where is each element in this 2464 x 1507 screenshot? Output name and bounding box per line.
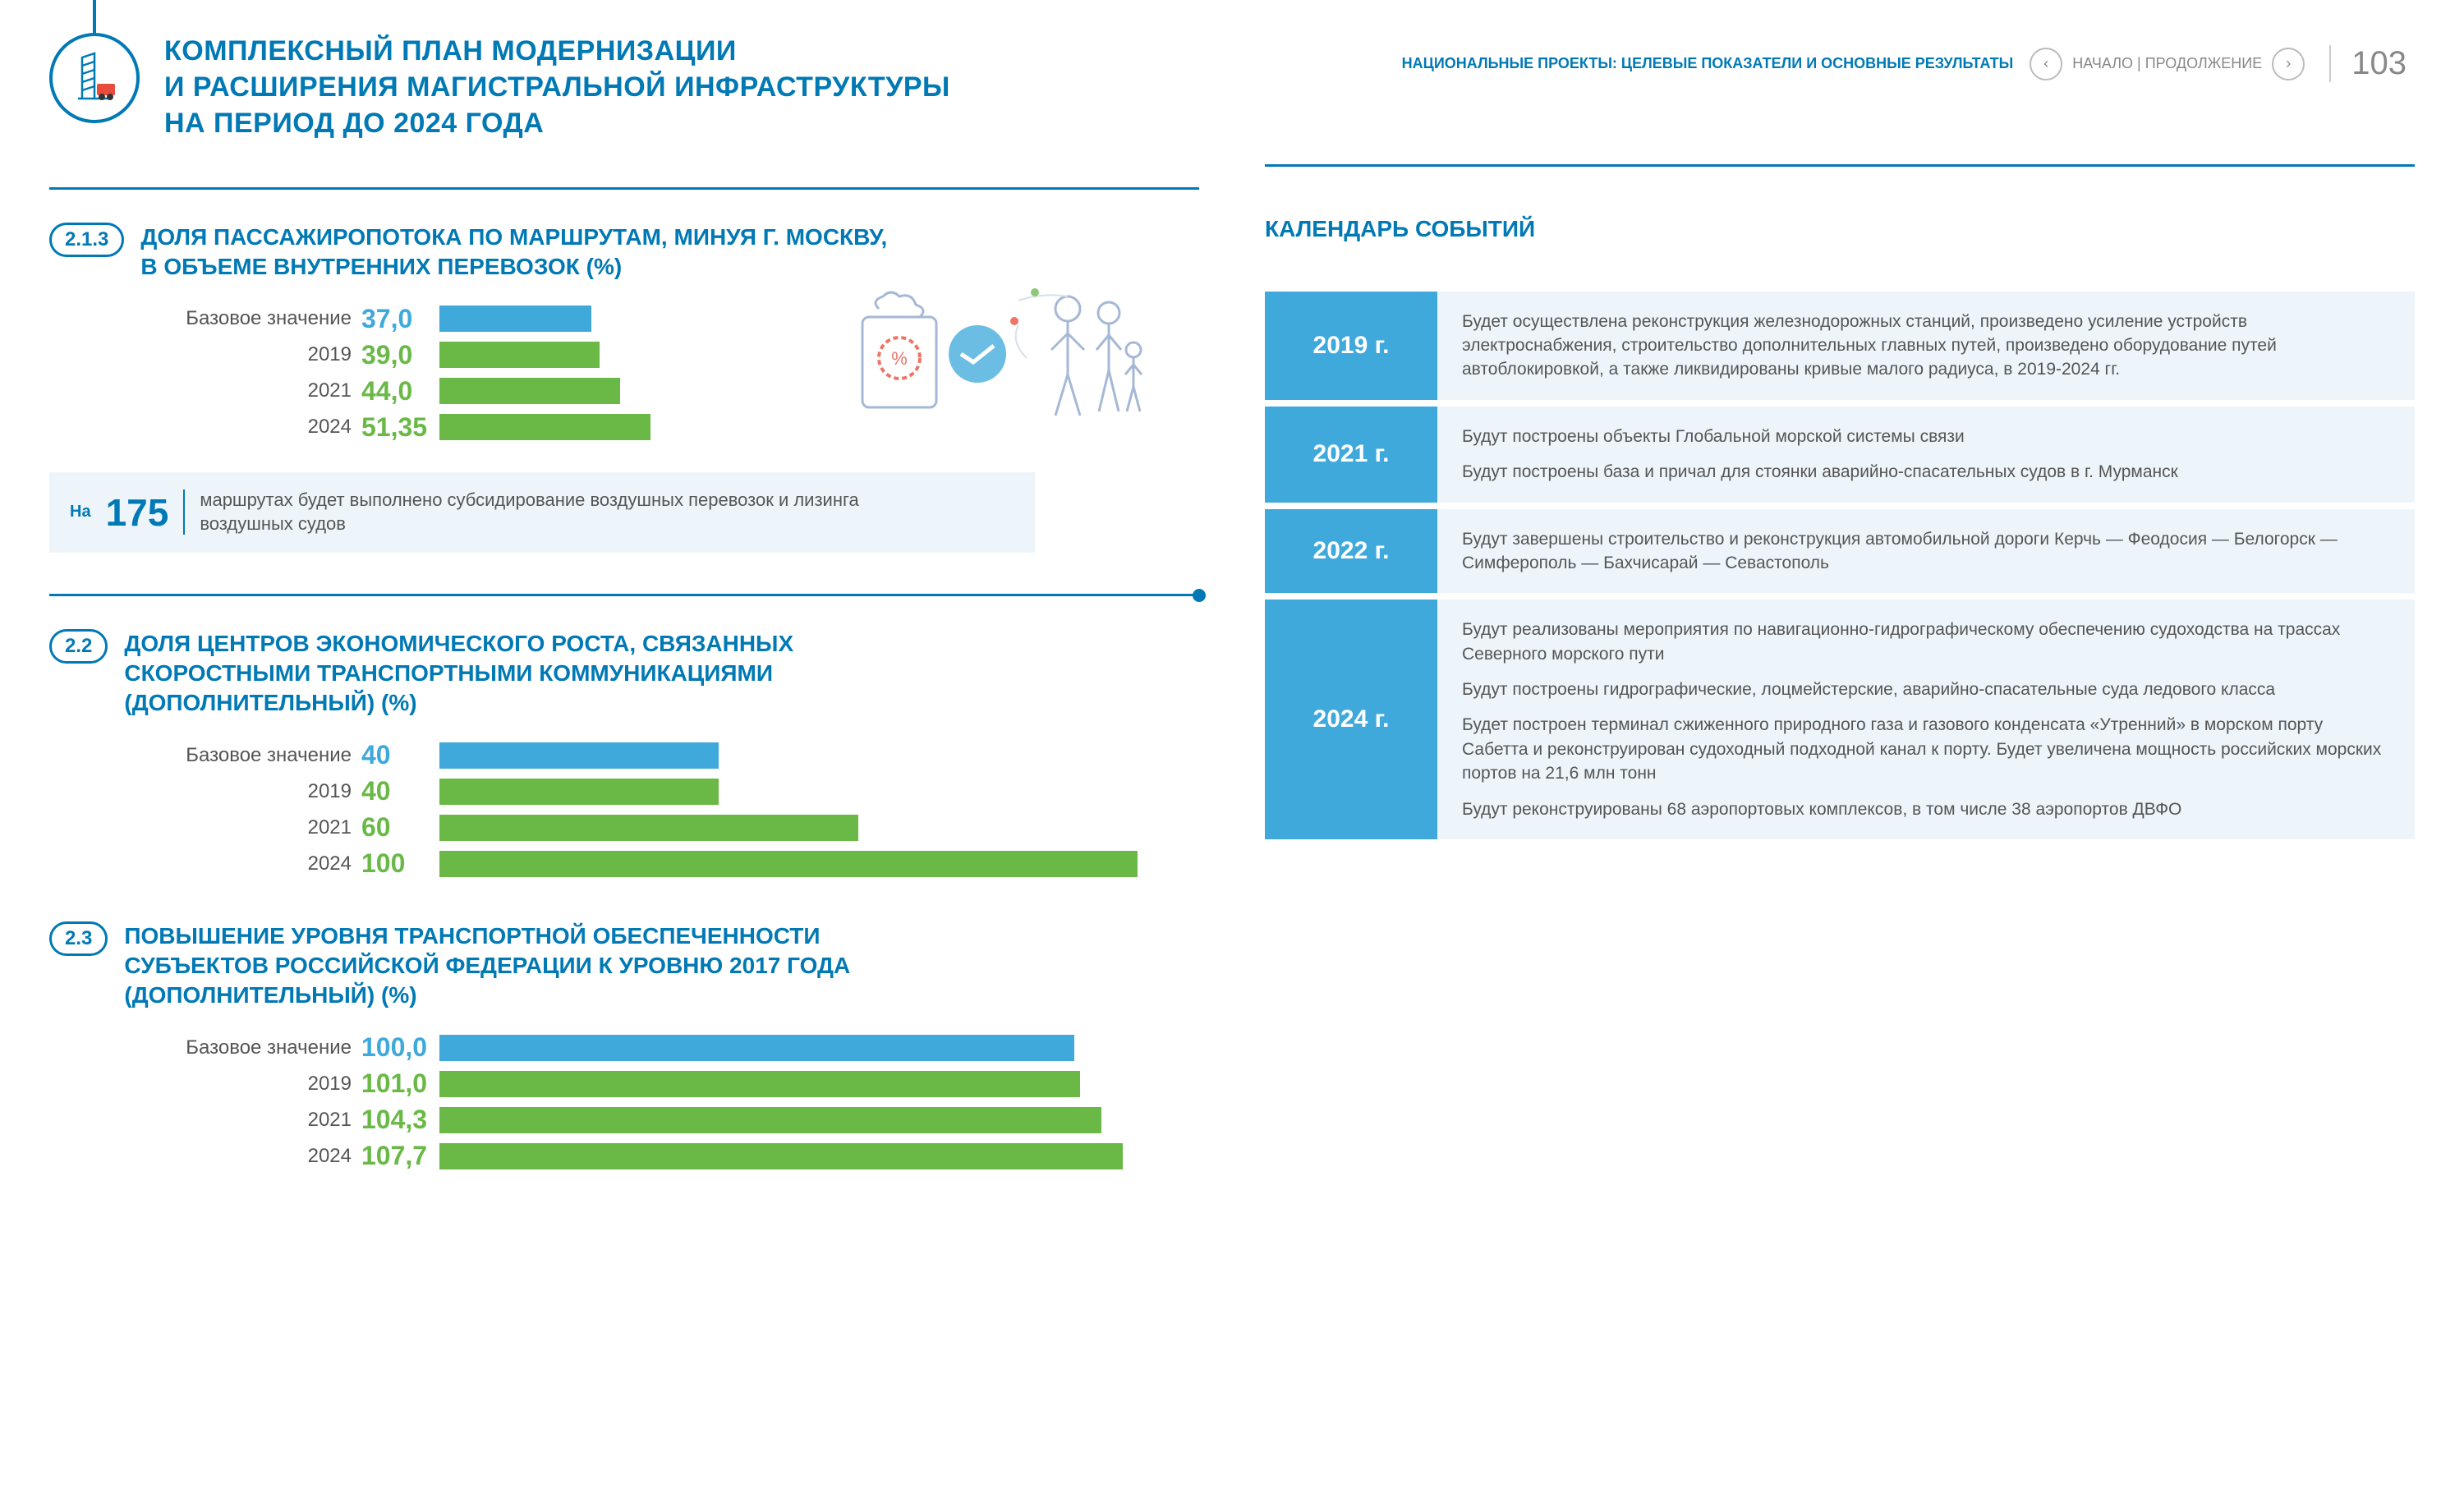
section-title: ПОВЫШЕНИЕ УРОВНЯ ТРАНСПОРТНОЙ ОБЕСПЕЧЕНН… [124, 921, 850, 1011]
event-text: Будет осуществлена реконструкция железно… [1462, 310, 2390, 382]
bar-label: Базовое значение [131, 307, 361, 330]
bar-fill [439, 815, 858, 841]
section-badge: 2.1.3 [49, 223, 124, 257]
divider [183, 489, 185, 535]
infrastructure-icon [49, 33, 140, 123]
bar-row: 2019101,0 [131, 1068, 1199, 1100]
section-badge: 2.2 [49, 629, 108, 664]
callout-box: На 175 маршрутах будет выполнено субсидиро… [49, 472, 1035, 552]
section: 2.1.3 ДОЛЯ ПАССАЖИРОПОТОКА ПО МАРШРУТАМ, … [49, 223, 1199, 553]
callout-text: маршрутах будет выполнено субсидирование… [200, 489, 858, 535]
bar-fill [439, 1107, 1101, 1133]
event-row: 2021 г. Будут построены объекты Глобально… [1265, 407, 2415, 503]
bar-row: Базовое значение40 [131, 739, 1199, 772]
svg-text:%: % [891, 348, 908, 369]
bar-label: 2024 [131, 416, 361, 439]
bar-chart: Базовое значение402019402021602024100 [131, 739, 1199, 880]
bar-row: 2024107,7 [131, 1140, 1199, 1173]
event-row: 2022 г. Будут завершены строительство и р… [1265, 509, 2415, 594]
bar-label: 2019 [131, 343, 361, 366]
bar-value: 44,0 [361, 376, 439, 407]
bar-row: 201940 [131, 775, 1199, 808]
event-text: Будут реконструированы 68 аэропортовых к… [1462, 797, 2390, 821]
bar-value: 60 [361, 812, 439, 843]
event-year: 2024 г. [1265, 600, 1437, 839]
event-text: Будут реализованы мероприятия по навигац… [1462, 618, 2390, 666]
nav-next-button[interactable]: › [2272, 48, 2305, 80]
callout-number: 175 [106, 490, 169, 535]
nav-prev-button[interactable]: ‹ [2030, 48, 2062, 80]
event-text: Будет построен терминал сжиженного приро… [1462, 713, 2390, 785]
divider [49, 187, 1199, 190]
section-title: ДОЛЯ ПАССАЖИРОПОТОКА ПО МАРШРУТАМ, МИНУЯ… [140, 223, 887, 283]
bar-value: 107,7 [361, 1141, 439, 1171]
bar-value: 40 [361, 776, 439, 806]
bar-label: 2019 [131, 780, 361, 803]
page-number: 103 [2329, 45, 2407, 82]
bar-fill [439, 851, 1138, 877]
event-body: Будут построены объекты Глобальной морск… [1437, 407, 2415, 503]
divider [1265, 164, 2415, 167]
section: 2.3 ПОВЫШЕНИЕ УРОВНЯ ТРАНСПОРТНОЙ ОБЕСПЕЧ… [49, 921, 1199, 1173]
bar-label: Базовое значение [131, 744, 361, 767]
event-text: Будут построены база и причал для стоянк… [1462, 460, 2390, 484]
bar-value: 51,35 [361, 412, 439, 443]
calendar-title: КАЛЕНДАРЬ СОБЫТИЙ [1265, 216, 2415, 242]
bar-fill [439, 1071, 1080, 1097]
bar-fill [439, 342, 600, 368]
bar-value: 40 [361, 740, 439, 770]
bar-fill [439, 306, 591, 332]
event-body: Будут завершены строительство и реконстр… [1437, 509, 2415, 594]
event-body: Будет осуществлена реконструкция железно… [1437, 292, 2415, 400]
bar-label: Базовое значение [131, 1036, 361, 1059]
bar-row: 2021104,3 [131, 1104, 1199, 1137]
bar-value: 100,0 [361, 1032, 439, 1063]
bar-label: 2021 [131, 816, 361, 839]
event-body: Будут реализованы мероприятия по навигац… [1437, 600, 2415, 839]
bar-value: 37,0 [361, 304, 439, 334]
bar-fill [439, 742, 719, 769]
event-row: 2019 г. Будет осуществлена реконструкция … [1265, 292, 2415, 400]
bar-fill [439, 1143, 1123, 1169]
event-year: 2022 г. [1265, 509, 1437, 594]
header-subtitle: НАЦИОНАЛЬНЫЕ ПРОЕКТЫ: ЦЕЛЕВЫЕ ПОКАЗАТЕЛИ… [1402, 55, 2014, 72]
nav-text: НАЧАЛО | ПРОДОЛЖЕНИЕ [2072, 55, 2262, 72]
event-text: Будут построены гидрографические, лоцмей… [1462, 678, 2390, 701]
bar-value: 104,3 [361, 1105, 439, 1135]
section-title: ДОЛЯ ЦЕНТРОВ ЭКОНОМИЧЕСКОГО РОСТА, СВЯЗА… [124, 629, 793, 719]
section-divider [49, 594, 1199, 596]
callout-prefix: На [70, 503, 91, 521]
section-badge: 2.3 [49, 921, 108, 956]
bar-row: 202160 [131, 811, 1199, 844]
bar-fill [439, 1035, 1074, 1061]
bar-value: 101,0 [361, 1068, 439, 1099]
bar-value: 100 [361, 848, 439, 879]
bar-value: 39,0 [361, 340, 439, 370]
event-row: 2024 г. Будут реализованы мероприятия по … [1265, 600, 2415, 839]
bar-label: 2019 [131, 1073, 361, 1096]
bar-row: 2024100 [131, 848, 1199, 880]
event-text: Будут завершены строительство и реконстр… [1462, 527, 2390, 576]
decorative-illustration: % [846, 272, 1175, 436]
section: 2.2 ДОЛЯ ЦЕНТРОВ ЭКОНОМИЧЕСКОГО РОСТА, СВ… [49, 629, 1199, 880]
bar-chart: Базовое значение100,02019101,02021104,32… [131, 1031, 1199, 1173]
bar-label: 2021 [131, 379, 361, 402]
bar-fill [439, 779, 719, 805]
header-right: НАЦИОНАЛЬНЫЕ ПРОЕКТЫ: ЦЕЛЕВЫЕ ПОКАЗАТЕЛИ… [1402, 45, 2407, 82]
bar-label: 2021 [131, 1109, 361, 1132]
bar-fill [439, 378, 620, 404]
event-year: 2021 г. [1265, 407, 1437, 503]
event-year: 2019 г. [1265, 292, 1437, 400]
page-title: КОМПЛЕКСНЫЙ ПЛАН МОДЕРНИЗАЦИИИ РАСШИРЕНИ… [164, 33, 950, 142]
bar-fill [439, 414, 650, 440]
event-text: Будут построены объекты Глобальной морск… [1462, 425, 2390, 448]
bar-row: Базовое значение100,0 [131, 1031, 1199, 1064]
bar-label: 2024 [131, 1145, 361, 1168]
bar-label: 2024 [131, 852, 361, 875]
